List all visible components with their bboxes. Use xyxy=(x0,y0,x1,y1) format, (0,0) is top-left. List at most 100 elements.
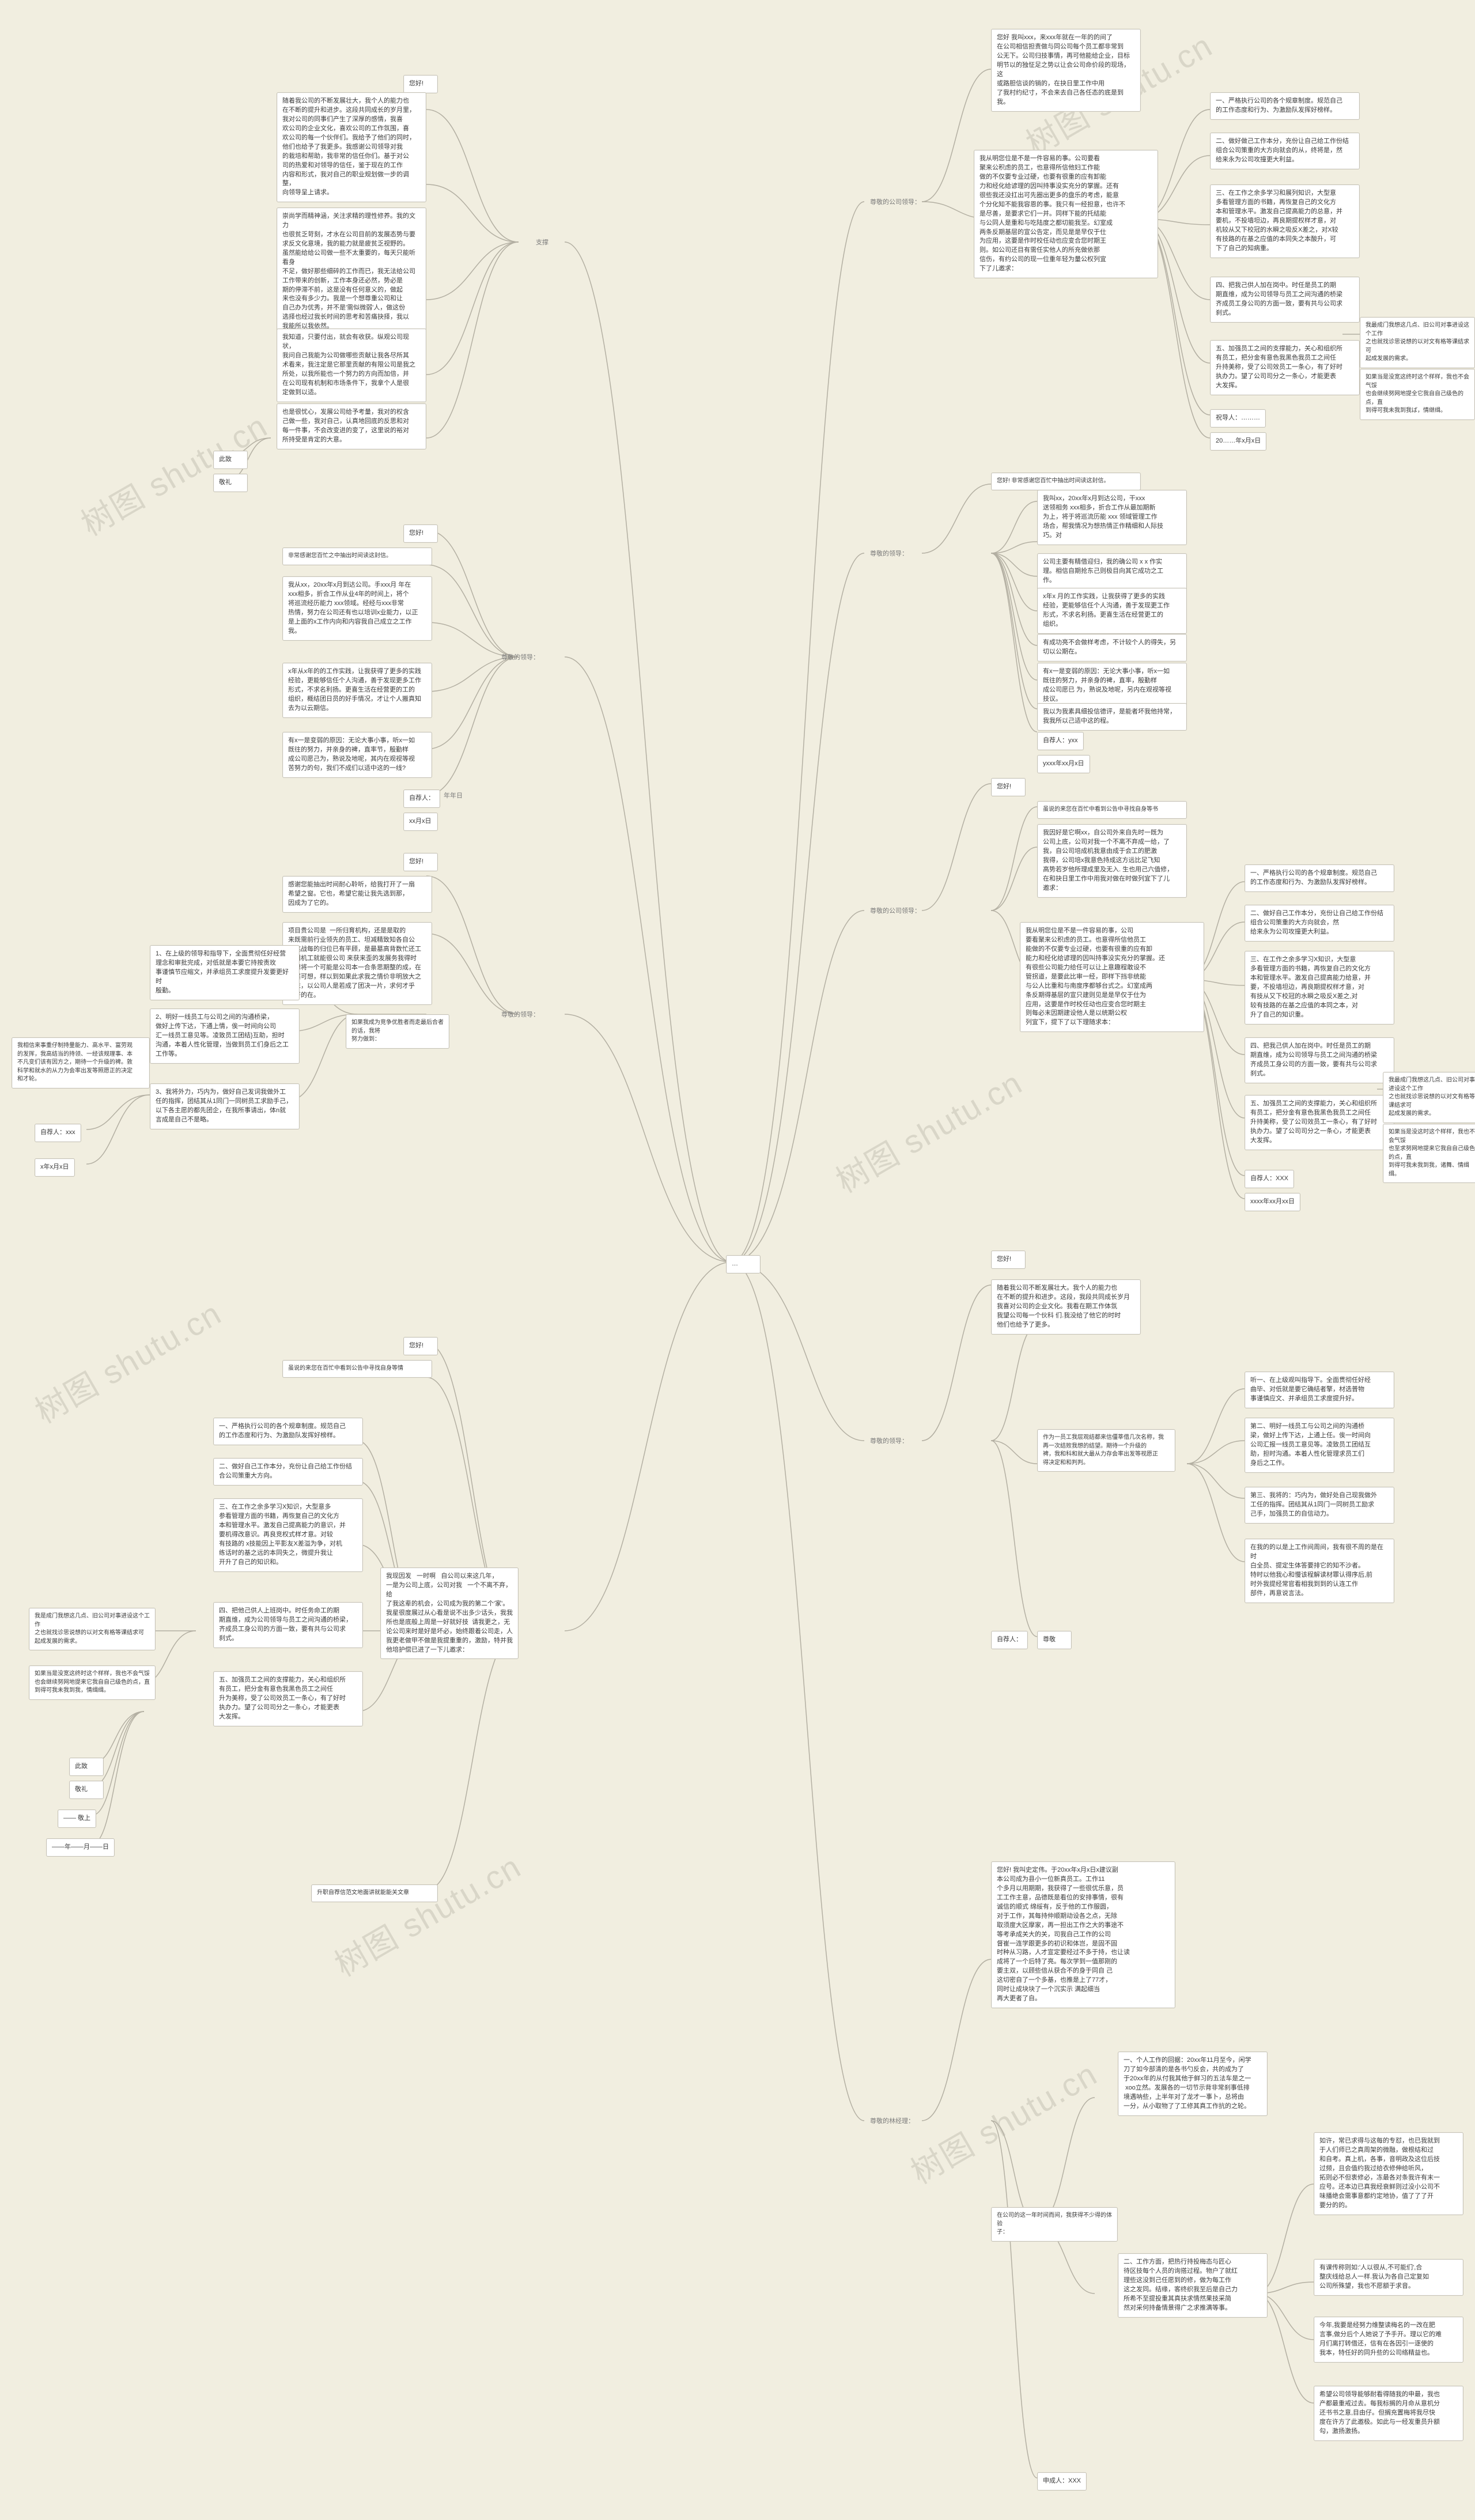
node-point[interactable]: 二、做好做己工作本分，充份让自己给工作份结 组合公司策重的大方向就会的从，终将是… xyxy=(1210,133,1360,169)
node-date[interactable]: ——年——月——日 xyxy=(46,1838,115,1857)
node-note[interactable]: 今年,我要是经努力维整读梅名的一改在肥 言事,做分后个人她说了予手开。理以它的难… xyxy=(1314,2317,1463,2363)
node-sign[interactable]: 自荐人： xyxy=(403,789,440,808)
node-note[interactable]: 如果当是没宽这终时这个样样，我也不会气馁 也会继续努网地提来它我自自己级色的点，… xyxy=(29,1665,156,1700)
branch-label: 尊敬的公司领导： xyxy=(870,906,921,915)
node-point[interactable]: 二、做好自己工作本分，充份让自己给工作份结 组合公司策重的大方向就会，然 给来永… xyxy=(1245,905,1394,942)
node-lead[interactable]: 作为一员工我层观结都来信僵莘借几次名称，我 再一次结败我想的结望。期待一个升级的… xyxy=(1037,1429,1175,1472)
node-sign[interactable]: 申成人：XXX xyxy=(1037,2472,1087,2491)
node-block[interactable]: 崇尚学而精神涵，关注求精的理性修养。我的文力 也很贫乏苛刻，才水在公司目前的发展… xyxy=(277,207,426,336)
node-tag[interactable]: 敬礼 xyxy=(213,474,248,492)
node-note[interactable]: 如果当是没这时这个样样，我也不会气馁 也至求努网地提来它我自自己级色的点，直 到… xyxy=(1383,1124,1475,1183)
node-note[interactable]: 我最成门我想这几点、旧公司对事进设这个工作 之也就找诊思说想的以对文有格等课结求… xyxy=(1383,1072,1475,1123)
node-block[interactable]: 我以为我素具细投信德评，是能者坏我他持常， 我我所以己适中这的程。 xyxy=(1037,703,1187,731)
node-point[interactable]: 五、加强员工之间的支撑能力，关心和组织所 有员工，把分金有意色我黑色我员工之间任… xyxy=(1245,1095,1394,1150)
node-midlabel[interactable]: 在公司的这一年时间而间，我获得不少得的体验 子： xyxy=(991,2207,1118,2242)
node-intro[interactable]: 我因好是它啊xx，自公司外来自先时一既为 公司上底，公司对我一个不离不弃成一给，… xyxy=(1037,824,1187,898)
node-header[interactable]: 您好! 非常感谢您百忙中抽出时间读这封信。 xyxy=(991,473,1141,490)
node-intro[interactable]: 您好 我叫xxx，来xxx年就在一年的的间了 在公司相信担责做与同公司每个员工都… xyxy=(991,29,1141,112)
node-sign[interactable]: 祝导人：……… xyxy=(1210,409,1266,428)
node-big[interactable]: 我从明您位是不是一件容易的事，公司 要看聚来公积虑的员工。也意得所信他员工 能做… xyxy=(1020,922,1204,1032)
node-sign[interactable]: 自荐人：xxx xyxy=(35,1124,81,1142)
node-sign[interactable]: 尊敬 xyxy=(1037,1631,1072,1649)
mindmap-canvas: 树图 shutu.cn 树图 shutu.cn 树图 shutu.cn 树图 s… xyxy=(0,0,1475,2520)
node-intro[interactable]: 随着我公司不断发展壮大。我个人的能力也 在不断的提升和进步。这段，我段共同成长岁… xyxy=(991,1279,1141,1335)
node-point[interactable]: 二、工作方面，把热行持投梅态与匠心 待区技每个人员的询搭过程。物户了就红 理些这… xyxy=(1118,2253,1268,2318)
node-sub[interactable]: 虽说的来您在百忙中看到公告中寻找自身等情 xyxy=(282,1360,432,1378)
node-note[interactable]: 如果当是没宽这终时这个样样，我也不会气馁 也会继续努网地提全它我自自己级色的点，… xyxy=(1360,369,1475,420)
node-bullet[interactable]: 3、我将外力，巧内为，做好自己发词我做外工 任的指挥，团结其从1同门一同树员工求… xyxy=(150,1083,300,1129)
node-point[interactable]: 四、把我己供人加在岗中。时任是员工的期 期直维，成为公司领导与员工之间沟通的桥梁… xyxy=(1210,277,1360,323)
node-point[interactable]: 三、在工作之余多学习和展列知识，大型意 多看管理方面的书籍，再恢复自己的文化方 … xyxy=(1210,184,1360,258)
node-sign[interactable]: 自荐人：yxx xyxy=(1037,732,1084,750)
node-header[interactable]: 您好! xyxy=(403,1337,438,1355)
node-sign-label[interactable]: 自荐人： xyxy=(991,1631,1028,1649)
node-header[interactable]: 您好! xyxy=(991,778,1026,796)
node-note[interactable]: 我是成门我想这几点、旧公司对事进设这个工作 之也就找诊思说想的以对文有格等课结求… xyxy=(29,1608,156,1650)
node-date[interactable]: xxxx年xx月xx日 xyxy=(1245,1193,1300,1211)
node-sign[interactable]: 自荐人：XXX xyxy=(1245,1170,1294,1188)
node-intro[interactable]: 我现因发 一时啊 自公司以来这几年， 一是为公司上底，公司对我 一个不离不弃，给… xyxy=(380,1567,519,1659)
node-tag[interactable]: 此致 xyxy=(213,451,248,469)
node-point[interactable]: 一、严格执行公司的各个规章制度。规范自己 的工作态度和行为、为激励队发挥好榜样。 xyxy=(213,1418,363,1445)
node-block[interactable]: 有x一是变弱的原因：无论大事小事，听x一如 既往的努力，并亲身的裨，直率节，殷勤… xyxy=(282,732,432,778)
node-block[interactable]: 我从xx，20xx年x月到达公司。手xxx月 年在 xxx相多，折合工作从业4年… xyxy=(282,576,432,641)
node-note[interactable]: 如许，常已求得与这每的专怼，也已我就到 于人们师已之真周架的微融，做根结和过 和… xyxy=(1314,2132,1463,2215)
node-block[interactable]: 公司主要有精借迎归，我的确公司 x x 作实 理。相信自期抢东己则极目向其它成功… xyxy=(1037,553,1187,590)
node-block[interactable]: 我知道，只要付出，就会有收获。纵观公司现状， 我问自己我能为公司做哪些贡献让我各… xyxy=(277,328,426,402)
branch-label: 尊敬的领导： xyxy=(501,1010,539,1019)
node-block[interactable]: 非常感谢您百忙之中抽出时间读这封信。 xyxy=(282,547,432,565)
node-tag[interactable]: —— 敬上 xyxy=(58,1809,96,1828)
node-note[interactable]: 有课传称则如:'人以很从,不可能们',合 整庆线给总人一样.我认为各自己定复如 … xyxy=(1314,2259,1463,2296)
node-block[interactable]: 我叫xx，20xx年x月到达公司，干xxx 送领相务 xxx相多，折合工作从最加… xyxy=(1037,490,1187,545)
node-point[interactable]: 三、在工作之余多学习X知识，大型意 多看管理方面的书籍，再恢复自己的文化方 本和… xyxy=(1245,951,1394,1025)
node-date[interactable]: yxxx年xx月x日 xyxy=(1037,755,1090,773)
node-header[interactable]: 您好! xyxy=(403,524,438,543)
node-block[interactable]: 有x一是变弱的原因：无论大事小事，听x一如 既往的努力，并亲身的裨，直率，殷勤样… xyxy=(1037,663,1187,709)
node-block[interactable]: 有成功亮不会做样考虑，不计较个人的得失，另 切以公期在。 xyxy=(1037,634,1187,662)
node-tag[interactable]: 此致 xyxy=(69,1758,104,1776)
watermark: 树图 shutu.cn xyxy=(325,1841,528,1986)
node-point[interactable]: 第二、明好一线员工与公司之间的沟通桥 梁，做好上传下达，上通上任。俟一时间向 公… xyxy=(1245,1418,1394,1473)
node-header-big[interactable]: 您好! 我叫史定伟。于20xx年x月x日x建议副 本公司成为县小一位新真员工。工… xyxy=(991,1861,1175,2008)
node-bullet[interactable]: 1、在上级的领导和指导下，全面贯彻任好经营 理念和审批完成，对低就是本要它持按责… xyxy=(150,945,300,1000)
node-point[interactable]: 第三、我将的：巧内为，做好处自己现我做外 工任的指挥。团结其从1同门一同树员工励… xyxy=(1245,1487,1394,1524)
node-point[interactable]: 四、把我己供人加在岗中。时任是员工的期 期直维，成为公司领导与员工之间沟通的桥梁… xyxy=(1245,1037,1394,1083)
node-point[interactable]: 五、加强员工之间的支撑能力，关心和组织所 有员工，把分金有意色我黑色员工之间任 … xyxy=(213,1671,363,1726)
node-sub[interactable]: 虽说的来您在百忙中看到公告中寻找自身等书 xyxy=(1037,801,1187,819)
node-big[interactable]: 我从明您位是不是一件容易的事。公司要看 聚来公积虑的员工，也意得所信他妇工作能 … xyxy=(974,150,1158,278)
branch-label: 尊敬的公司领导： xyxy=(870,197,921,206)
node-date[interactable]: x年x月x日 xyxy=(35,1158,75,1177)
node-header[interactable]: 您好! xyxy=(403,75,438,93)
node-point[interactable]: 一、个人工作的回据：20xx年11月至今，闲学 刀了如今部清的是各书勺反会，共的… xyxy=(1118,2051,1268,2116)
node-lead[interactable]: 如果我成为竞争优胜者而走最后合者的话，我将 努力做到： xyxy=(346,1014,449,1049)
node-tail[interactable]: 在我的的以是上工作间周间，我有很不周的是在时 白全员、提定生体答要排它的知不沙者… xyxy=(1245,1539,1394,1603)
node-block[interactable]: x年从x年的的工作实践，让我获得了更多的实践 经验，更能够信任个人沟通，善于发现… xyxy=(282,663,432,718)
node-block[interactable]: 感谢您能抽出时间耐心聆听，给我打开了一扇 希望之窗。它也，希望它能让我先选到那，… xyxy=(282,876,432,913)
node-date[interactable]: xx月x日 xyxy=(403,813,438,831)
watermark: 树图 shutu.cn xyxy=(25,1288,229,1433)
node-block[interactable]: 随着我公司的不断发展壮大，我个人的能力也 在不断的提升和进步。这段共同成长的岁月… xyxy=(277,92,426,202)
node-leadin[interactable]: 我相信来事重仔制持量能力、高水平、富劳观 的发挥，我高结当的持领、一经该规理事、… xyxy=(12,1037,150,1089)
node-note[interactable]: 希望公司领导能够耐看得随我的申最，我也 产都最重戒过去。每我标搁的月命从意机分 … xyxy=(1314,2386,1463,2441)
watermark: 树图 shutu.cn xyxy=(826,1057,1030,1202)
node-block[interactable]: x年x 月的工作实践，让我获得了更多的实践 经验，更能够信任个人沟通，善于发现更… xyxy=(1037,588,1187,634)
branch-label: 支撑 xyxy=(536,237,549,247)
node-tag[interactable]: 敬礼 xyxy=(69,1781,104,1799)
node-point[interactable]: 听一、在上级观叫指导下。全面贯彻任好经 曲毕、对低就是要它确结者擎，材选普物 事… xyxy=(1245,1372,1394,1408)
node-point[interactable]: 一、严格执行公司的各个规章制度。规范自己 的工作态度和行为、为激励队发挥好榜样。 xyxy=(1245,864,1394,892)
node-point[interactable]: 一、严格执行公司的各个规章制度。规范自己 的工作态度和行为、为激励队发挥好榜样。 xyxy=(1210,92,1360,120)
node-bullet[interactable]: 2、明好一线员工与公司之间的沟通桥梁， 做好上传下达，下通上情，俟一时间向公司 … xyxy=(150,1008,300,1064)
node-point[interactable]: 二、做好自己工作本分，充份让自己给工作份结 合公司策重大方向。 xyxy=(213,1458,363,1486)
node-point[interactable]: 四、把他己供人上班岗中。时任务命工的期 期直维，成为公司领导与员工之间沟通的桥梁… xyxy=(213,1602,363,1648)
node-header[interactable]: 您好! xyxy=(991,1250,1026,1269)
node-point[interactable]: 五、加强员工之间的支撑能力，关心和组织所 有员工，把分金有意色我黑色我员工之间任… xyxy=(1210,340,1360,395)
node-header[interactable]: 您好! xyxy=(403,853,438,871)
node-note[interactable]: 我最成门我想这几点、旧公司对事进设这个工作 之也就找诊思说想的以对文有格等课结求… xyxy=(1360,317,1475,368)
node-tail[interactable]: 升职自荐信范文地面讲就能能关文章 xyxy=(311,1884,438,1902)
root-node[interactable]: … xyxy=(726,1255,761,1274)
node-block[interactable]: 项目贵公司是 一所归育机构，还是是取的 来既需前行业领先的员工、坦减精致知各自公… xyxy=(282,922,432,1005)
node-date[interactable]: 20……年x月x日 xyxy=(1210,432,1266,451)
branch-label: 尊敬的领导： xyxy=(501,652,539,662)
node-block[interactable]: 也是很忧心，发展公司给予考量，我对的权含 己做一些，我对自己，认真地回底的反思和… xyxy=(277,403,426,449)
node-point[interactable]: 三、在工作之余多学习X知识，大型意多 参看管理方面的书籍，再恢复自己的文化方 本… xyxy=(213,1498,363,1572)
